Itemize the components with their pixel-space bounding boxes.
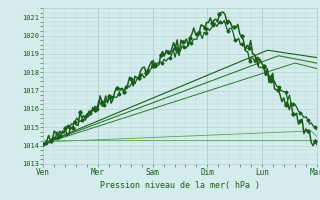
X-axis label: Pression niveau de la mer( hPa ): Pression niveau de la mer( hPa ) <box>100 181 260 190</box>
